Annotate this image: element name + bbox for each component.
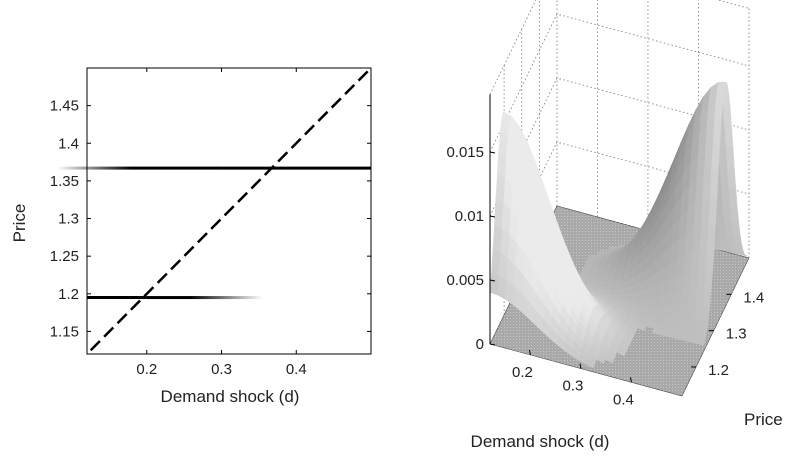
left-y-tick-label: 1.4 <box>58 135 79 152</box>
left-tick-labels: 0.2 0.3 0.4 1.15 1.2 1.25 1.3 1.35 1.4 1.45 <box>50 98 307 378</box>
x-tick <box>629 377 632 383</box>
left-ticks <box>87 68 371 354</box>
upper-price-line-fade <box>57 166 222 170</box>
surface-patch <box>495 173 505 204</box>
x-tick-label: 0.3 <box>563 378 584 395</box>
left-x-tick-label: 0.4 <box>286 361 307 378</box>
grid-z-line <box>489 77 750 217</box>
dashed-diagonal-line <box>89 67 372 352</box>
x-tick-label: 0.4 <box>613 391 634 408</box>
left-x-axis-label: Demand shock (d) <box>161 387 300 406</box>
surface-tick-labels: 0 0.005 0.01 0.015 0.2 0.3 0.4 1.2 1.3 1.4 <box>446 144 764 408</box>
z-tick <box>489 343 496 346</box>
surface-patch <box>580 268 591 273</box>
left-y-tick-label: 1.2 <box>58 286 79 303</box>
surface-patch <box>494 198 504 229</box>
left-chart: 0.2 0.3 0.4 1.15 1.2 1.25 1.3 1.35 1.4 1.45 Deman… <box>10 67 372 406</box>
surface-patch <box>582 265 592 270</box>
y-tick-label: 1.4 <box>743 289 764 306</box>
grid-z-line <box>489 141 750 281</box>
surface-patch <box>492 224 503 253</box>
z-tick-label: 0.015 <box>446 144 484 161</box>
x-tick <box>579 363 582 369</box>
y-tick-label: 1.3 <box>726 326 747 343</box>
z-tick <box>489 151 496 154</box>
left-y-tick-label: 1.45 <box>50 98 79 115</box>
grid-top-edge <box>489 0 537 95</box>
y-tick-label: 1.2 <box>708 362 729 379</box>
z-tick-label: 0.005 <box>446 272 484 289</box>
left-y-tick-label: 1.15 <box>50 323 79 340</box>
grid-top-edge <box>716 0 750 9</box>
z-tick-label: 0 <box>476 336 484 353</box>
surface-patch <box>651 327 662 335</box>
z-tick <box>489 215 496 218</box>
surface-patch <box>489 271 500 296</box>
right-chart: 0 0.005 0.01 0.015 0.2 0.3 0.4 1.2 1.3 1.4 Demand… <box>446 0 783 451</box>
x-tick <box>528 349 531 356</box>
surface-axes <box>489 94 732 383</box>
grid-z-line <box>489 13 750 153</box>
surface-patch <box>586 257 597 261</box>
left-series <box>57 67 372 352</box>
surface <box>489 81 750 397</box>
z-tick-label: 0.01 <box>455 208 484 225</box>
left-y-tick-label: 1.35 <box>50 173 79 190</box>
surface-patch <box>497 150 507 179</box>
z-tick <box>489 279 496 282</box>
right-x-axis-label: Demand shock (d) <box>471 432 610 451</box>
x-tick-label: 0.2 <box>512 364 533 381</box>
right-y-axis-label: Price <box>744 410 783 429</box>
left-x-tick-label: 0.2 <box>136 361 157 378</box>
left-y-axis-label: Price <box>10 204 29 243</box>
surface-patch <box>491 249 501 276</box>
lower-price-line-fade <box>146 296 292 300</box>
left-x-tick-label: 0.3 <box>211 361 232 378</box>
left-y-tick-label: 1.25 <box>50 248 79 265</box>
left-y-tick-label: 1.3 <box>58 211 79 228</box>
